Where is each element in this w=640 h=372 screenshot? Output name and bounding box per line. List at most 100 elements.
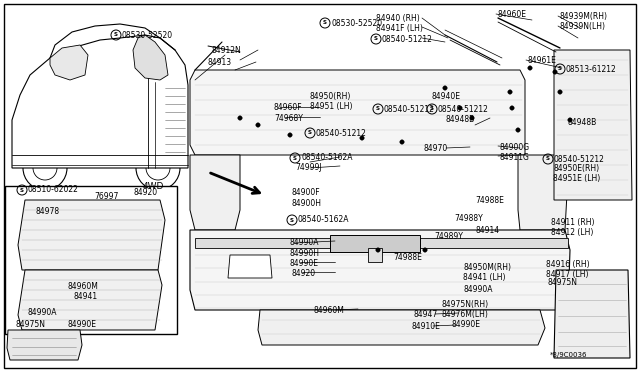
Text: 84970: 84970 [424,144,448,153]
Circle shape [458,106,462,110]
Text: 08540-51212: 08540-51212 [382,35,433,44]
Text: 84990H: 84990H [290,249,320,258]
Circle shape [360,136,364,140]
Polygon shape [518,155,568,230]
Text: S: S [546,157,550,161]
Text: 84920: 84920 [134,188,158,197]
Text: 84941 (LH): 84941 (LH) [463,273,506,282]
Text: S: S [293,155,297,160]
Text: 84975N: 84975N [548,278,578,287]
Circle shape [88,293,92,297]
Polygon shape [554,270,630,358]
Circle shape [43,213,47,217]
Text: S: S [114,32,118,38]
Text: 84978: 84978 [36,207,60,216]
Text: 76997: 76997 [94,192,118,201]
Text: 84941F (LH): 84941F (LH) [376,24,423,33]
Text: 84948B: 84948B [568,118,597,127]
Circle shape [88,213,92,217]
Text: 08530-52520: 08530-52520 [331,19,382,28]
Text: 84910E: 84910E [411,322,440,331]
Text: S: S [20,187,24,192]
Circle shape [288,133,292,137]
Text: S: S [374,36,378,42]
Circle shape [508,90,512,94]
Circle shape [400,140,404,144]
Circle shape [528,66,532,70]
Circle shape [508,279,513,285]
Text: 84916 (RH): 84916 (RH) [546,260,589,269]
Polygon shape [330,235,420,252]
Circle shape [256,123,260,127]
Text: 74988Y: 74988Y [454,214,483,223]
Text: 84951 (LH): 84951 (LH) [310,102,353,111]
Polygon shape [554,50,632,200]
Circle shape [510,106,514,110]
Text: 84990A: 84990A [290,238,319,247]
Text: 84917 (LH): 84917 (LH) [546,270,589,279]
Circle shape [136,146,180,190]
Text: 84914: 84914 [475,226,499,235]
Circle shape [43,293,47,297]
Text: 84900H: 84900H [292,199,322,208]
Text: 84975N(RH): 84975N(RH) [441,300,488,309]
Text: 84900G: 84900G [500,143,530,152]
Text: 74999J: 74999J [295,163,322,172]
Text: S: S [323,20,327,26]
Text: 08540-5162A: 08540-5162A [301,154,353,163]
Circle shape [146,156,170,180]
Polygon shape [50,45,88,80]
Text: 84920: 84920 [292,269,316,278]
Polygon shape [228,255,272,278]
Text: 84911 (RH): 84911 (RH) [551,218,595,227]
Text: 84941: 84941 [74,292,98,301]
Text: 08540-51212: 08540-51212 [438,105,489,113]
Text: S: S [430,106,434,112]
Circle shape [562,102,618,158]
Circle shape [133,213,137,217]
Text: 84960F: 84960F [274,103,303,112]
Polygon shape [368,248,382,262]
Polygon shape [190,155,240,230]
Text: 84961E: 84961E [528,56,557,65]
Text: 84990E: 84990E [452,320,481,329]
Text: 84990A: 84990A [28,308,58,317]
Circle shape [248,279,253,285]
Polygon shape [195,238,330,248]
Text: 08513-61212: 08513-61212 [566,64,617,74]
Text: 74968Y: 74968Y [274,114,303,123]
Text: 84960M: 84960M [314,306,345,315]
Text: 84947: 84947 [413,310,437,319]
Circle shape [516,128,520,132]
Text: 84939N(LH): 84939N(LH) [560,22,606,31]
Text: 74988E: 74988E [393,253,422,262]
Polygon shape [7,330,82,360]
Circle shape [33,156,57,180]
Text: 4WD: 4WD [143,182,164,191]
Polygon shape [420,238,568,248]
Polygon shape [190,70,525,155]
Text: 84939M(RH): 84939M(RH) [560,12,608,21]
Circle shape [378,305,383,311]
Circle shape [133,293,137,297]
Text: 84976M(LH): 84976M(LH) [441,310,488,319]
Circle shape [23,146,67,190]
Text: 08540-5162A: 08540-5162A [298,215,349,224]
Circle shape [443,86,447,90]
Text: 84975N: 84975N [16,320,46,329]
Text: 84950M(RH): 84950M(RH) [463,263,511,272]
Circle shape [470,116,474,120]
Text: 84940E: 84940E [432,92,461,101]
Polygon shape [133,35,168,80]
Text: 84950(RH): 84950(RH) [310,92,351,101]
Text: 84912 (LH): 84912 (LH) [551,228,593,237]
Text: S: S [290,218,294,222]
Circle shape [553,70,557,74]
Text: 84912N: 84912N [212,46,242,55]
Text: 08540-51212: 08540-51212 [554,154,605,164]
Circle shape [508,240,513,244]
Text: 84950E(RH): 84950E(RH) [553,164,599,173]
Text: 84948B: 84948B [446,115,476,124]
Circle shape [133,258,137,262]
Circle shape [376,248,380,252]
